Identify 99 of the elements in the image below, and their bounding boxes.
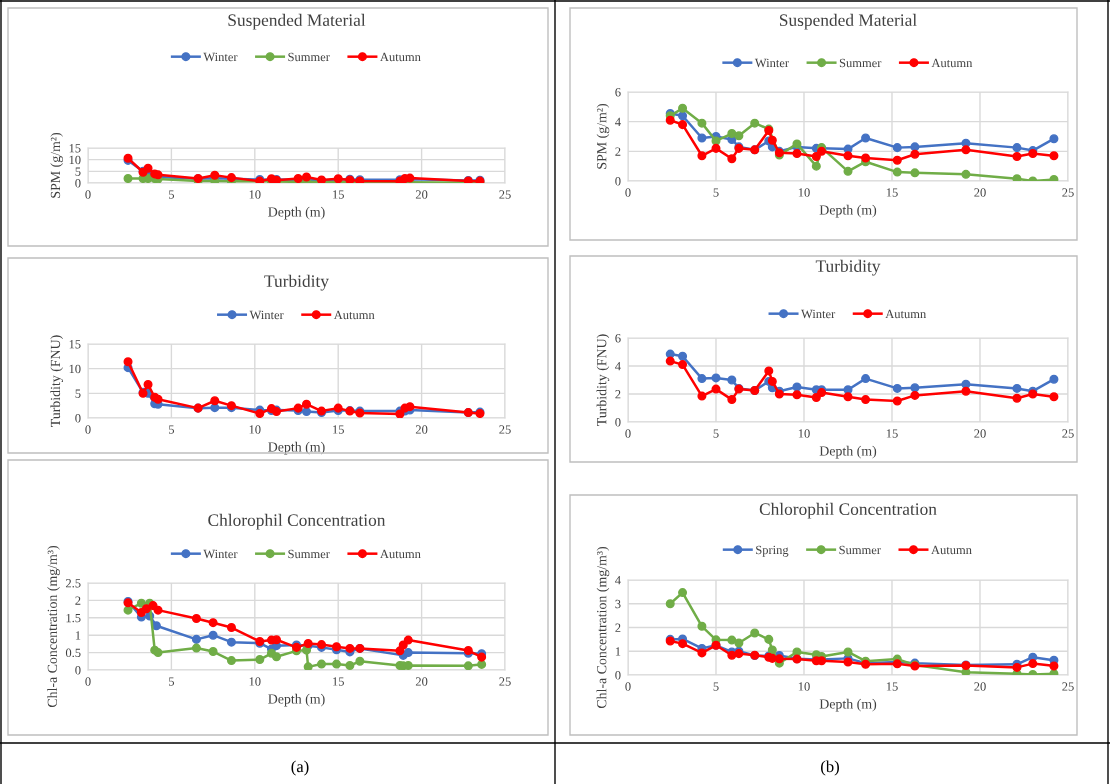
x-tick-label: 5 (713, 188, 719, 197)
x-tick-label: 20 (415, 425, 428, 434)
legend-label: Winter (754, 58, 789, 68)
y-tick-label: 2 (615, 390, 621, 399)
x-tick-label: 10 (798, 429, 810, 438)
legend-label: Autumn (931, 545, 972, 555)
y-tick-label: 15 (69, 144, 81, 153)
y-tick-label: 4 (615, 576, 621, 585)
x-tick-label: 5 (713, 682, 719, 691)
x-tick-label: 0 (625, 682, 631, 691)
y-tick-label: 0 (615, 418, 621, 427)
y-tick-label: 0 (75, 179, 81, 188)
x-tick-label: 10 (249, 677, 261, 686)
y-tick-label: 5 (75, 389, 81, 398)
x-axis-title: Depth (m) (819, 204, 877, 218)
x-tick-label: 0 (625, 188, 631, 197)
x-tick-label: 20 (974, 682, 986, 691)
x-tick-label: 10 (798, 188, 810, 197)
x-tick-label: 15 (886, 682, 898, 691)
x-tick-label: 15 (333, 190, 344, 199)
legend-label: Spring (756, 545, 789, 557)
legend-label: Winter (203, 549, 238, 559)
legend-label: Summer (288, 549, 330, 559)
x-tick-label: 0 (85, 677, 91, 686)
text: (b) (821, 760, 839, 776)
y-tick-label: 0 (75, 414, 81, 423)
x-axis-title: Depth (m) (268, 441, 325, 455)
x-tick-label: 5 (169, 425, 175, 434)
y-tick-label: 3 (615, 599, 621, 609)
x-tick-label: 0 (85, 425, 91, 434)
y-tick-label: 2 (75, 596, 81, 605)
legend-label: Summer (839, 58, 882, 68)
legend-label: Autumn (380, 549, 421, 559)
x-axis-title: Depth (m) (268, 206, 325, 220)
x-tick-label: 25 (499, 425, 511, 434)
x-tick-label: 5 (169, 190, 175, 199)
y-tick-label: 2 (615, 623, 621, 632)
y-tick-label: 0 (615, 177, 621, 186)
x-axis-title: Depth (m) (819, 698, 877, 712)
x-tick-label: 10 (249, 190, 261, 199)
chart-title: Chlorophil Concentration (759, 502, 937, 519)
x-tick-label: 25 (1062, 188, 1074, 197)
y-tick-label: 0.5 (65, 648, 81, 658)
y-tick-label: 0 (75, 666, 81, 675)
x-tick-label: 15 (333, 677, 344, 686)
y-axis-title: SPM (g/m²) (596, 103, 610, 169)
x-axis-title: Depth (m) (819, 445, 877, 459)
x-tick-label: 15 (886, 429, 898, 438)
x-tick-label: 10 (249, 425, 261, 434)
legend-label: Autumn (380, 52, 421, 62)
y-axis-title: Turbidity (FNU) (50, 335, 63, 427)
x-tick-label: 20 (415, 190, 428, 199)
chart-title: Suspended Material (228, 13, 366, 30)
y-tick-label: 15 (69, 340, 81, 349)
y-tick-label: 10 (69, 364, 81, 374)
legend-label: Winter (801, 309, 836, 319)
legend-label: Winter (249, 310, 284, 320)
x-axis-title: Depth (m) (268, 693, 325, 707)
legend-label: Autumn (885, 309, 927, 319)
y-axis-title: SPM (g/m²) (50, 132, 63, 198)
chart-title: Chlorophil Concentration (208, 513, 386, 530)
x-tick-label: 0 (85, 190, 91, 199)
x-tick-label: 25 (499, 190, 511, 199)
y-tick-label: 6 (615, 334, 621, 343)
y-tick-label: 4 (615, 117, 621, 126)
legend-label: Summer (288, 52, 330, 62)
x-tick-label: 0 (625, 429, 631, 438)
x-tick-label: 15 (886, 188, 898, 197)
y-tick-label: 2.5 (65, 579, 81, 588)
x-tick-label: 25 (1062, 682, 1074, 691)
x-tick-label: 25 (499, 677, 511, 686)
chart-title: Turbidity (815, 259, 881, 276)
x-tick-label: 20 (974, 188, 986, 197)
legend-label: Autumn (333, 310, 375, 320)
x-tick-label: 5 (169, 677, 175, 686)
x-tick-label: 10 (798, 682, 810, 691)
x-tick-label: 20 (415, 677, 428, 686)
y-tick-label: 5 (75, 167, 81, 176)
y-tick-label: 10 (69, 155, 81, 165)
chart-title: Suspended Material (779, 13, 917, 30)
y-tick-label: 6 (615, 88, 621, 97)
y-axis-title: Turbidity (FNU) (596, 334, 610, 426)
y-axis-title: Chl-a Concentration (mg/m³) (47, 545, 60, 708)
y-tick-label: 1 (615, 647, 621, 656)
x-tick-label: 25 (1062, 429, 1074, 438)
y-tick-label: 2 (615, 147, 621, 156)
y-tick-label: 1.5 (66, 613, 81, 623)
text: (a) (291, 760, 309, 776)
y-tick-label: 4 (615, 362, 621, 371)
x-tick-label: 20 (974, 429, 986, 438)
x-tick-label: 5 (713, 429, 719, 438)
legend-label: Autumn (931, 58, 973, 68)
y-axis-title: Chl-a Concentration (mg/m³) (596, 546, 610, 709)
legend-label: Winter (203, 52, 238, 62)
y-tick-label: 0 (615, 671, 621, 680)
legend-label: Summer (839, 545, 881, 555)
y-tick-label: 1 (75, 631, 81, 640)
chart-title: Turbidity (264, 274, 329, 291)
x-tick-label: 15 (333, 425, 344, 434)
